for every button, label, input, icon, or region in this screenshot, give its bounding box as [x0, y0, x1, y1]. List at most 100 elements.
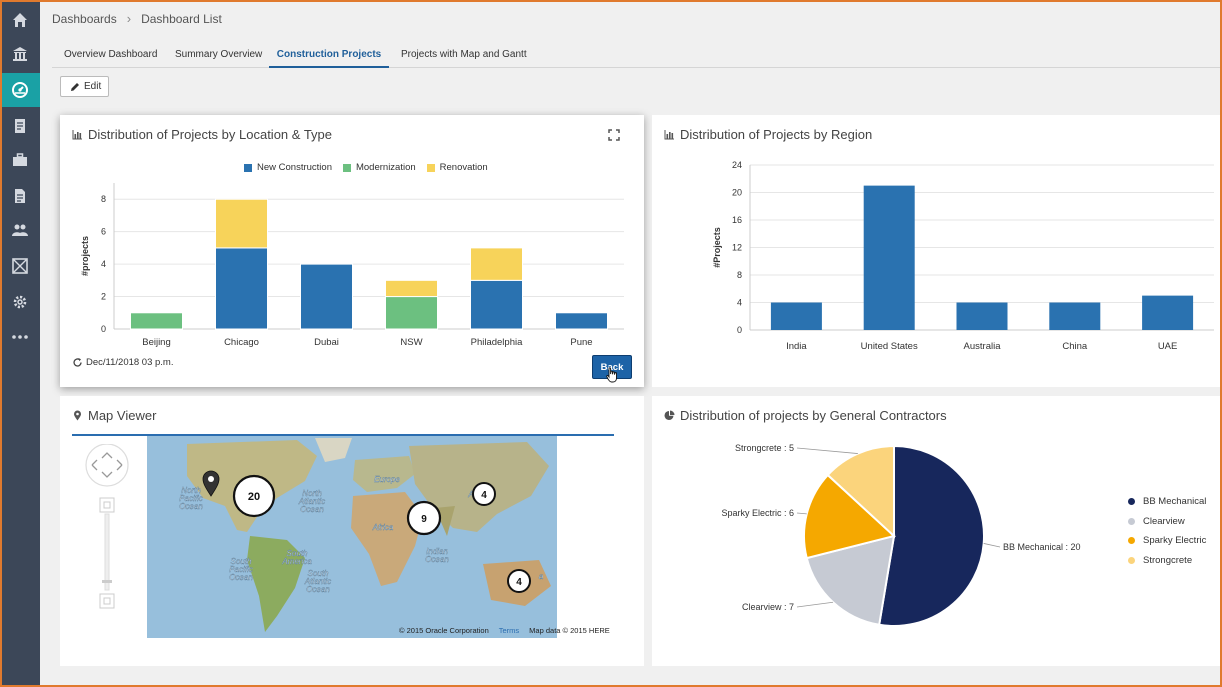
region-chart: 0 4 8 12 16 20 24 #Projects India United States Au… [712, 160, 1214, 352]
y-tick-label: 24 [732, 160, 742, 170]
legend-dot [1128, 537, 1135, 545]
x-tick-label: Philadelphia [471, 337, 523, 348]
panel-title: Distribution of Projects by Region [664, 127, 872, 142]
cluster-count: 4 [481, 490, 487, 501]
map-cluster[interactable]: 20 [232, 474, 276, 518]
bar-segment[interactable] [215, 198, 268, 249]
bar[interactable] [1049, 302, 1101, 331]
briefcase-icon [13, 153, 27, 166]
y-tick-label: 4 [101, 259, 106, 269]
bar-segment[interactable] [470, 279, 523, 330]
pie-leader-line [796, 512, 807, 515]
x-tick-label: Chicago [224, 337, 259, 348]
pencil-icon [71, 82, 79, 91]
sidebar-bank[interactable] [0, 37, 40, 71]
bar-segment[interactable] [130, 312, 183, 330]
map-label-north-pacific-2: Pacific [179, 494, 203, 503]
refresh-info: Dec/11/2018 03 p.m. [72, 357, 174, 368]
x-tick-label: United States [861, 341, 918, 352]
sidebar-more[interactable] [0, 320, 40, 354]
zoom-slider-track[interactable] [104, 513, 110, 591]
legend-item[interactable]: Clearview [1128, 512, 1206, 532]
pan-up-icon[interactable] [101, 452, 113, 459]
breadcrumb-separator-icon: › [126, 11, 132, 26]
y-tick-label: 16 [732, 215, 742, 225]
tab-bar: Overview Dashboard Summary Overview Cons… [52, 44, 1222, 68]
tab-overview-dashboard[interactable]: Overview Dashboard [64, 49, 158, 60]
sidebar-reports[interactable] [0, 179, 40, 213]
legend-item[interactable]: Sparky Electric [1128, 531, 1206, 551]
south-america-shape [247, 536, 305, 632]
bar[interactable] [1142, 295, 1194, 330]
panel-projects-by-location: Distribution of Projects by Location & T… [60, 115, 644, 387]
pie-data-label: Clearview : 7 [742, 602, 794, 612]
legend-item[interactable]: Modernization [342, 162, 416, 173]
pan-right-icon[interactable] [116, 459, 123, 471]
refresh-icon[interactable] [72, 357, 83, 368]
legend-item[interactable]: New Construction [244, 162, 332, 173]
zoom-in-button[interactable] [99, 497, 115, 513]
chart-legend: New Construction Modernization Renovatio… [244, 162, 488, 173]
bar-segment[interactable] [385, 296, 438, 330]
pie-leader-line [796, 601, 834, 608]
contractors-pie-chart: BB Mechanical : 20 Clearview : 7 Sparky El… [721, 443, 1081, 627]
sidebar-users[interactable] [0, 213, 40, 247]
legend-item[interactable]: Strongcrete [1128, 551, 1206, 571]
sidebar-documents[interactable] [0, 109, 40, 143]
pan-down-icon[interactable] [101, 471, 113, 478]
map-label-australia-fragment: a [539, 572, 544, 581]
bar-segment[interactable] [555, 312, 608, 330]
bar-segment[interactable] [385, 279, 438, 298]
map-label-north-atlantic-2: Atlantic [298, 497, 325, 506]
x-tick-label: Australia [964, 341, 1002, 352]
breadcrumb-current: Dashboard List [141, 11, 222, 26]
map-data-credit: Map data © 2015 HERE [529, 626, 610, 635]
legend-item[interactable]: Renovation [426, 162, 488, 173]
pie-slice[interactable] [878, 444, 985, 627]
refresh-timestamp: Dec/11/2018 03 p.m. [86, 357, 174, 368]
map-terms-link[interactable]: Terms [498, 626, 520, 635]
bar-segment[interactable] [215, 247, 268, 330]
map-cluster[interactable]: 4 [472, 482, 496, 506]
bar-segment[interactable] [300, 263, 353, 330]
legend-label: Renovation [439, 162, 488, 173]
panel-title: Distribution of Projects by Location & T… [72, 127, 332, 142]
tab-construction-projects[interactable]: Construction Projects [269, 44, 389, 68]
hand-cursor-icon [606, 367, 617, 383]
pie-slice[interactable] [826, 444, 895, 539]
zoom-slider-handle[interactable] [102, 580, 112, 583]
bar-segment[interactable] [470, 247, 523, 281]
pan-left-icon[interactable] [91, 459, 98, 471]
pie-chart-icon [664, 410, 675, 420]
world-map[interactable]: North Pacific Ocean North Atlantic Ocean… [147, 436, 557, 638]
pie-leader-line [796, 447, 858, 454]
expand-icon[interactable] [608, 129, 620, 141]
edit-button[interactable]: Edit [60, 76, 109, 97]
map-cluster[interactable]: 4 [507, 569, 531, 593]
x-tick-label: Pune [570, 337, 592, 348]
bar[interactable] [863, 185, 915, 330]
home-icon [13, 13, 27, 27]
sidebar-home[interactable] [0, 3, 40, 37]
x-tick-label: UAE [1158, 341, 1178, 352]
sidebar-settings[interactable] [0, 285, 40, 319]
bar[interactable] [770, 302, 822, 331]
sidebar-dashboards[interactable] [0, 73, 40, 107]
more-icon [12, 335, 28, 339]
tab-projects-map-gantt[interactable]: Projects with Map and Gantt [401, 49, 527, 60]
pie-slice[interactable] [803, 473, 897, 560]
tab-summary-overview[interactable]: Summary Overview [175, 49, 263, 60]
location-pin-icon[interactable] [202, 470, 220, 497]
bar-chart-icon [72, 130, 82, 140]
breadcrumb: Dashboards › Dashboard List [52, 11, 222, 26]
breadcrumb-root[interactable]: Dashboards [52, 11, 117, 26]
pie-leader-line [983, 543, 1001, 548]
sidebar-briefcase[interactable] [0, 143, 40, 177]
sidebar-grid[interactable] [0, 249, 40, 283]
bar[interactable] [956, 302, 1008, 331]
x-tick-label: NSW [400, 337, 422, 348]
greenland-shape [315, 438, 352, 462]
legend-item[interactable]: BB Mechanical [1128, 492, 1206, 512]
map-cluster[interactable]: 9 [406, 500, 442, 536]
zoom-out-button[interactable] [99, 593, 115, 609]
